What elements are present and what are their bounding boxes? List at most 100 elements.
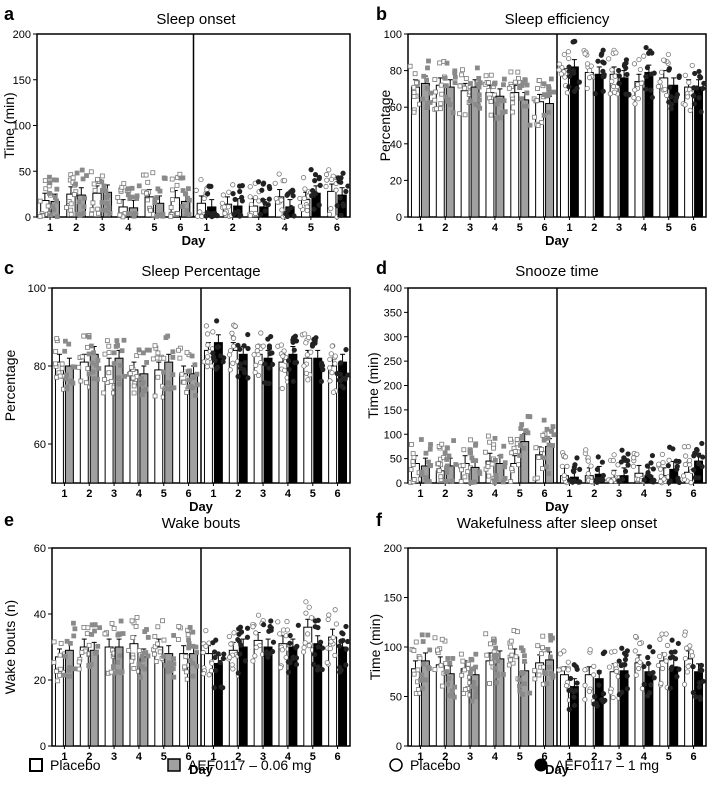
data-point [171, 661, 177, 667]
data-point [541, 455, 547, 461]
data-point [508, 644, 513, 650]
data-point [71, 620, 76, 626]
data-point [338, 179, 344, 185]
data-point [649, 94, 655, 101]
y-tick-label: 300 [384, 332, 402, 344]
data-point [594, 479, 600, 485]
data-point [104, 338, 110, 344]
data-point [343, 188, 349, 195]
data-point [81, 333, 87, 339]
x-tick-label: 1 [566, 222, 572, 234]
x-tick-label: 2 [591, 751, 597, 763]
data-point [551, 432, 557, 438]
y-tick-label: 50 [390, 692, 402, 704]
data-point [279, 385, 285, 392]
data-point [226, 633, 232, 640]
data-point [568, 675, 574, 682]
data-point [486, 88, 492, 93]
x-tick-label: 6 [334, 222, 340, 234]
data-point [114, 338, 120, 344]
data-point [171, 656, 176, 662]
data-point [609, 78, 615, 84]
data-point [685, 663, 691, 670]
data-point [206, 183, 212, 189]
data-point [329, 343, 335, 349]
data-point [257, 211, 264, 218]
data-point [663, 631, 669, 637]
data-point [557, 651, 563, 657]
data-point [418, 437, 424, 442]
y-tick-label: 50 [390, 454, 402, 466]
data-point [312, 651, 318, 658]
data-point [438, 82, 444, 88]
data-point [125, 186, 131, 192]
data-point [647, 48, 653, 54]
data-point [584, 85, 590, 92]
data-point [244, 625, 251, 631]
data-point [136, 347, 142, 353]
data-point [596, 682, 602, 688]
data-point [517, 683, 522, 689]
data-point [439, 441, 445, 447]
data-point [574, 85, 580, 91]
x-tick-label: 4 [282, 222, 289, 234]
data-point [108, 669, 114, 675]
data-point [493, 457, 498, 463]
y-tick-label: 40 [390, 139, 402, 151]
data-point [427, 647, 433, 653]
panel-title: Wakefulness after sleep onset [457, 515, 658, 532]
data-point [79, 649, 85, 655]
data-point [657, 466, 664, 472]
data-point [459, 72, 465, 78]
data-point [659, 665, 666, 672]
data-point [510, 100, 516, 106]
data-point [502, 476, 508, 481]
data-point [566, 84, 572, 90]
data-point [687, 462, 693, 468]
data-point [491, 445, 496, 451]
x-tick-label: 4 [641, 488, 648, 500]
data-point [544, 464, 549, 470]
data-point [311, 206, 317, 212]
data-point [76, 666, 82, 672]
data-point [152, 644, 158, 650]
data-point [177, 355, 183, 361]
data-point [661, 57, 667, 63]
data-point [168, 213, 174, 219]
data-point [542, 670, 547, 675]
data-point [492, 435, 498, 441]
data-point [99, 200, 105, 205]
data-point [301, 644, 307, 651]
data-point [624, 673, 630, 679]
data-point [418, 469, 424, 475]
bar [64, 649, 74, 747]
x-tick-label: 2 [86, 488, 92, 500]
data-point [237, 188, 243, 195]
data-point [540, 633, 546, 639]
x-tick-label: 6 [335, 751, 341, 763]
data-point [585, 471, 591, 477]
data-point [645, 471, 651, 477]
data-point [333, 621, 340, 627]
data-point [345, 372, 351, 378]
data-point [208, 668, 214, 674]
x-tick-label: 6 [186, 488, 192, 500]
data-point [615, 462, 621, 468]
x-tick-label: 5 [151, 222, 157, 234]
data-point [424, 77, 429, 83]
data-point [125, 211, 131, 217]
data-point [641, 681, 647, 687]
panel-b: b Sleep efficiency 0 20 40 60 80 100 Percentage 1… [376, 4, 707, 248]
data-point [227, 367, 233, 373]
data-point [168, 205, 174, 210]
data-point [157, 188, 163, 194]
data-point [412, 71, 418, 77]
data-point [72, 666, 77, 672]
x-tick-label: 2 [591, 222, 597, 234]
x-tick-label: 1 [417, 751, 423, 763]
data-point [81, 624, 87, 630]
data-point [468, 448, 473, 453]
data-point [272, 180, 278, 186]
data-point [588, 478, 595, 484]
data-point [117, 212, 123, 218]
